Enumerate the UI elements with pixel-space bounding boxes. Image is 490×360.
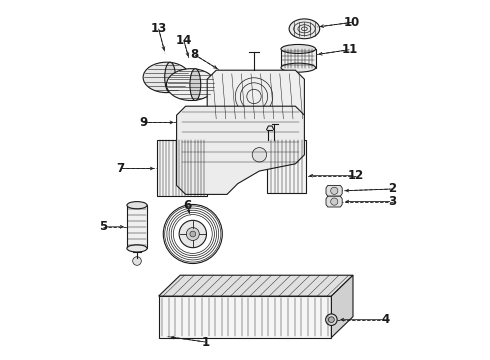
Text: 3: 3 [389, 195, 397, 208]
Circle shape [328, 317, 334, 323]
Polygon shape [326, 196, 342, 207]
Bar [157, 140, 207, 196]
Circle shape [190, 231, 196, 237]
Circle shape [252, 148, 267, 162]
Ellipse shape [281, 63, 316, 72]
Ellipse shape [127, 202, 147, 209]
Bar [159, 296, 331, 338]
Circle shape [331, 187, 338, 194]
Ellipse shape [167, 69, 216, 100]
Polygon shape [159, 275, 353, 296]
Ellipse shape [143, 62, 190, 93]
Bar [281, 49, 316, 68]
Polygon shape [207, 70, 304, 122]
Polygon shape [176, 106, 304, 194]
Text: 4: 4 [381, 313, 390, 326]
Text: 12: 12 [348, 169, 364, 182]
Polygon shape [331, 275, 353, 338]
Text: 1: 1 [201, 336, 209, 348]
Text: 7: 7 [117, 162, 125, 175]
Text: 9: 9 [139, 116, 147, 129]
Ellipse shape [165, 62, 175, 93]
Text: 5: 5 [98, 220, 107, 233]
Ellipse shape [190, 69, 201, 100]
Circle shape [179, 220, 206, 248]
Text: 10: 10 [344, 16, 361, 29]
Bar [267, 140, 306, 193]
Text: 11: 11 [341, 43, 358, 56]
Text: 14: 14 [175, 34, 192, 47]
Text: 2: 2 [389, 183, 397, 195]
Text: 13: 13 [150, 22, 167, 35]
Circle shape [331, 198, 338, 205]
Circle shape [186, 228, 199, 240]
Ellipse shape [127, 245, 147, 252]
Bar [127, 205, 147, 248]
Text: 8: 8 [191, 48, 199, 61]
Polygon shape [326, 185, 342, 196]
Text: 6: 6 [183, 199, 192, 212]
Ellipse shape [289, 19, 319, 39]
Circle shape [326, 314, 337, 325]
Circle shape [133, 257, 141, 265]
Ellipse shape [281, 44, 316, 53]
